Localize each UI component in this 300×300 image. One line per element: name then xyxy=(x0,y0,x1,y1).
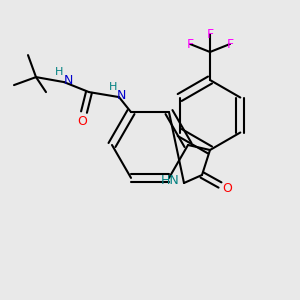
Text: F: F xyxy=(186,38,194,50)
Text: N: N xyxy=(63,74,73,87)
Text: O: O xyxy=(77,115,87,128)
Text: H: H xyxy=(109,82,117,92)
Text: F: F xyxy=(226,38,234,50)
Text: O: O xyxy=(222,182,232,194)
Text: H: H xyxy=(55,67,63,77)
Text: HN: HN xyxy=(160,175,179,188)
Text: F: F xyxy=(206,28,214,40)
Text: N: N xyxy=(116,88,126,102)
